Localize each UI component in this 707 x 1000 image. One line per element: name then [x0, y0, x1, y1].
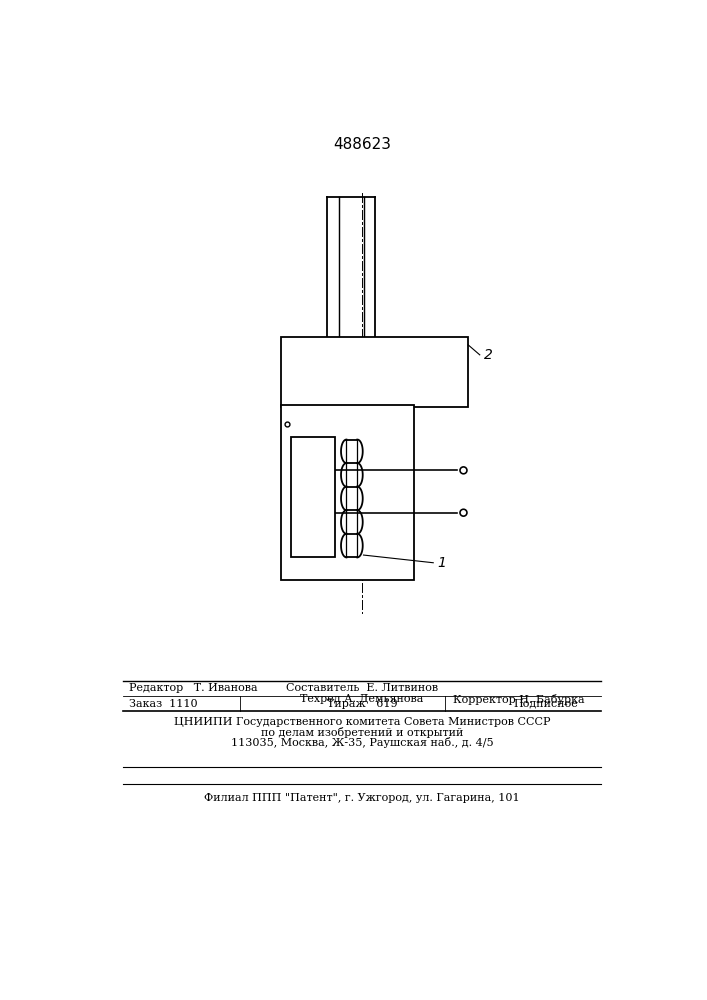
Text: 488623: 488623	[333, 137, 391, 152]
Text: по делам изобретений и открытий: по делам изобретений и открытий	[261, 727, 463, 738]
Text: Тираж   619: Тираж 619	[327, 699, 397, 709]
Text: 1: 1	[437, 556, 446, 570]
Text: Редактор   Т. Иванова: Редактор Т. Иванова	[129, 683, 257, 693]
Bar	[281, 405, 414, 580]
Text: Техред А. Демьянова: Техред А. Демьянова	[300, 694, 423, 704]
Circle shape	[460, 509, 467, 516]
Bar	[291, 437, 335, 557]
Text: Заказ  1110: Заказ 1110	[129, 699, 197, 709]
Text: Корректор Н. Бабурка: Корректор Н. Бабурка	[452, 694, 585, 705]
Text: Составитель  Е. Литвинов: Составитель Е. Литвинов	[286, 683, 438, 693]
Text: 113035, Москва, Ж-35, Раушская наб., д. 4/5: 113035, Москва, Ж-35, Раушская наб., д. …	[230, 737, 493, 748]
Text: 2: 2	[484, 348, 493, 362]
Circle shape	[460, 467, 467, 474]
Text: Филиал ППП "Патент", г. Ужгород, ул. Гагарина, 101: Филиал ППП "Патент", г. Ужгород, ул. Гаг…	[204, 793, 520, 803]
Text: Подписное: Подписное	[513, 699, 578, 709]
Text: ЦНИИПИ Государственного комитета Совета Министров СССР: ЦНИИПИ Государственного комитета Совета …	[174, 717, 550, 727]
Bar	[281, 337, 468, 407]
